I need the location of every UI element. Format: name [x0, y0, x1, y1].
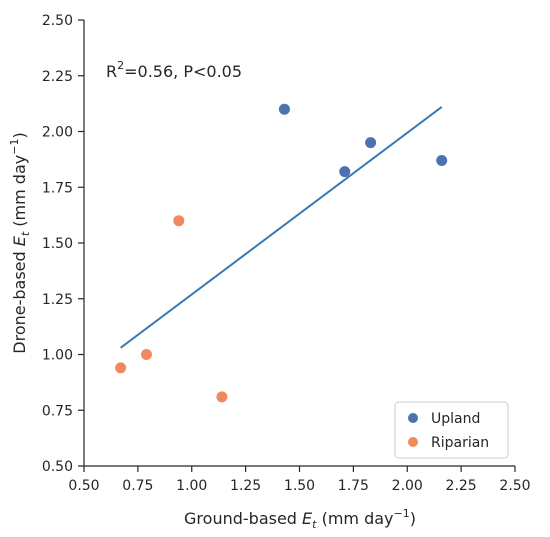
y-axis-ticks: 0.50 0.75 1.00 1.25 1.50 1.75 2.00 2.25 2.50 — [42, 13, 84, 475]
x-axis-ticks: 0.50 0.75 1.00 1.25 1.50 1.75 2.00 2.25 2.50 — [68, 466, 531, 494]
legend: Upland Riparian — [394, 401, 509, 459]
y-tick-label: 1.75 — [42, 180, 73, 196]
x-tick-label: 1.75 — [338, 478, 369, 494]
x-tick-label: 2.25 — [446, 478, 477, 494]
legend-box — [394, 401, 509, 459]
data-point-riparian — [115, 362, 127, 374]
legend-label-upland: Upland — [431, 411, 480, 427]
y-tick-label: 2.00 — [42, 125, 73, 141]
r2-annotation: R2=0.56, P<0.05 — [106, 59, 242, 81]
x-tick-label: 0.75 — [122, 478, 153, 494]
data-point-riparian — [140, 349, 152, 360]
legend-marker-upland — [408, 413, 418, 423]
legend-label-riparian: Riparian — [431, 435, 489, 451]
data-points — [115, 103, 448, 403]
x-tick-label: 1.00 — [176, 478, 207, 494]
x-tick-label: 2.00 — [392, 478, 423, 494]
regression-line — [120, 106, 443, 349]
x-tick-label: 1.25 — [230, 478, 261, 494]
y-tick-label: 0.75 — [42, 403, 73, 419]
data-point-riparian — [216, 391, 228, 403]
y-tick-label: 2.50 — [42, 13, 73, 29]
data-point-upland — [436, 154, 448, 166]
data-point-upland — [339, 166, 351, 178]
x-tick-label: 0.50 — [68, 478, 99, 494]
x-axis-title: Ground-based Et (mm day−1) — [184, 507, 416, 531]
y-tick-label: 1.50 — [42, 236, 73, 252]
data-point-upland — [278, 103, 290, 115]
data-point-riparian — [173, 215, 185, 227]
y-tick-label: 1.00 — [42, 348, 73, 364]
legend-marker-riparian — [408, 437, 418, 447]
data-point-upland — [365, 137, 377, 149]
y-axis-title: Drone-based Et (mm day−1) — [8, 132, 32, 353]
y-tick-label: 2.25 — [42, 69, 73, 85]
y-tick-label: 1.25 — [42, 292, 73, 308]
x-tick-label: 2.50 — [499, 478, 530, 494]
y-tick-label: 0.50 — [42, 459, 73, 475]
x-tick-label: 1.50 — [284, 478, 315, 494]
